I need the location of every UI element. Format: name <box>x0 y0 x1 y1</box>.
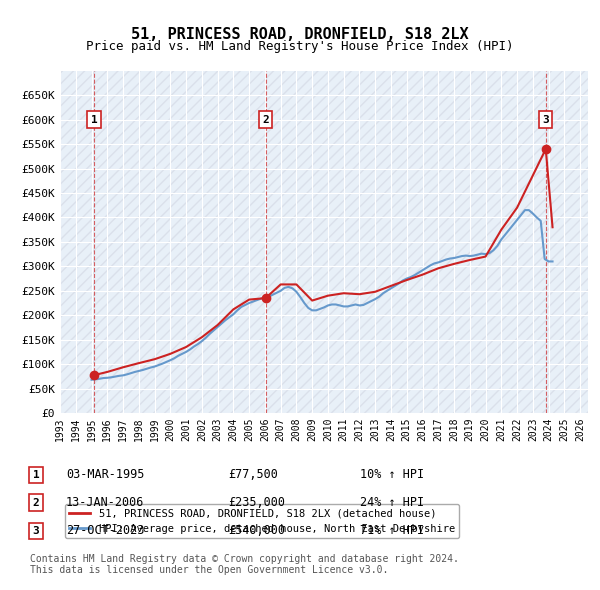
Text: 51, PRINCESS ROAD, DRONFIELD, S18 2LX: 51, PRINCESS ROAD, DRONFIELD, S18 2LX <box>131 27 469 41</box>
Text: 1: 1 <box>32 470 40 480</box>
Text: 2: 2 <box>262 114 269 124</box>
Text: 03-MAR-1995: 03-MAR-1995 <box>66 468 145 481</box>
Text: £77,500: £77,500 <box>228 468 278 481</box>
Text: 10% ↑ HPI: 10% ↑ HPI <box>360 468 424 481</box>
Text: 13-JAN-2006: 13-JAN-2006 <box>66 496 145 509</box>
Text: 71% ↑ HPI: 71% ↑ HPI <box>360 525 424 537</box>
Text: Contains HM Land Registry data © Crown copyright and database right 2024.
This d: Contains HM Land Registry data © Crown c… <box>30 553 459 575</box>
Legend: 51, PRINCESS ROAD, DRONFIELD, S18 2LX (detached house), HPI: Average price, deta: 51, PRINCESS ROAD, DRONFIELD, S18 2LX (d… <box>65 504 459 538</box>
Text: 3: 3 <box>542 114 549 124</box>
FancyBboxPatch shape <box>60 71 588 413</box>
Text: 1: 1 <box>91 114 98 124</box>
FancyBboxPatch shape <box>60 71 588 413</box>
Text: £540,000: £540,000 <box>228 525 285 537</box>
Text: 3: 3 <box>32 526 40 536</box>
Text: 27-OCT-2023: 27-OCT-2023 <box>66 525 145 537</box>
Text: 2: 2 <box>32 498 40 507</box>
Text: £235,000: £235,000 <box>228 496 285 509</box>
Text: 24% ↑ HPI: 24% ↑ HPI <box>360 496 424 509</box>
FancyBboxPatch shape <box>60 71 588 413</box>
Text: Price paid vs. HM Land Registry's House Price Index (HPI): Price paid vs. HM Land Registry's House … <box>86 40 514 53</box>
